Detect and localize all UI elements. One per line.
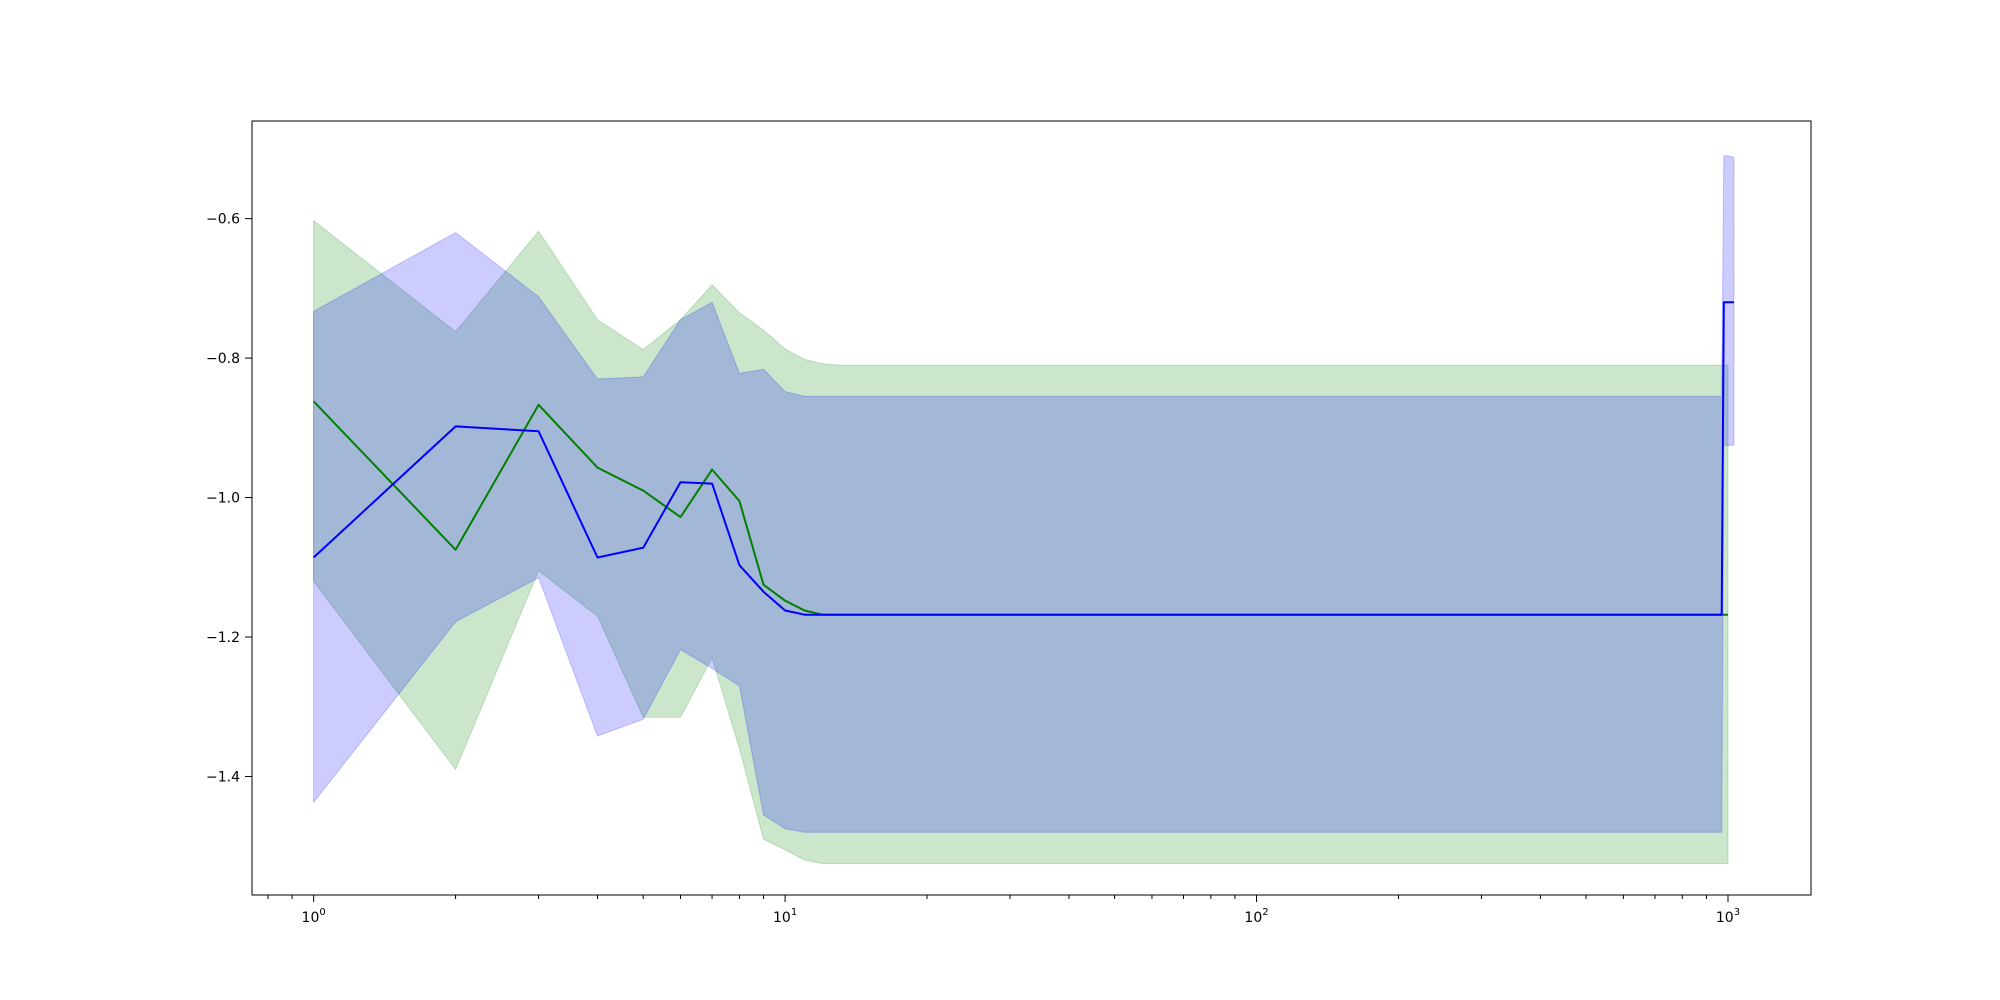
y-axis: −0.6 −0.8 −1.0 −1.2 −1.4 (206, 212, 252, 785)
band-series-2 (313, 155, 1735, 833)
x-tick-label: 101 (773, 907, 797, 926)
x-tick-label: 100 (302, 907, 326, 926)
x-axis: 100 101 102 103 (267, 895, 1740, 926)
band-series-1 (313, 219, 1729, 865)
y-tick-label: −0.6 (206, 212, 240, 228)
line-series-2 (312, 301, 1734, 616)
x-tick-label: 103 (1716, 907, 1740, 926)
y-tick-label: −1.4 (206, 769, 240, 785)
x-tick-label: 102 (1244, 907, 1268, 926)
y-tick-label: −0.8 (206, 351, 240, 367)
y-tick-label: −1.2 (206, 630, 240, 646)
y-tick-label: −1.0 (206, 491, 240, 507)
confidence-bands (313, 155, 1735, 865)
series-lines (312, 301, 1734, 616)
plot-frame (251, 120, 1812, 896)
